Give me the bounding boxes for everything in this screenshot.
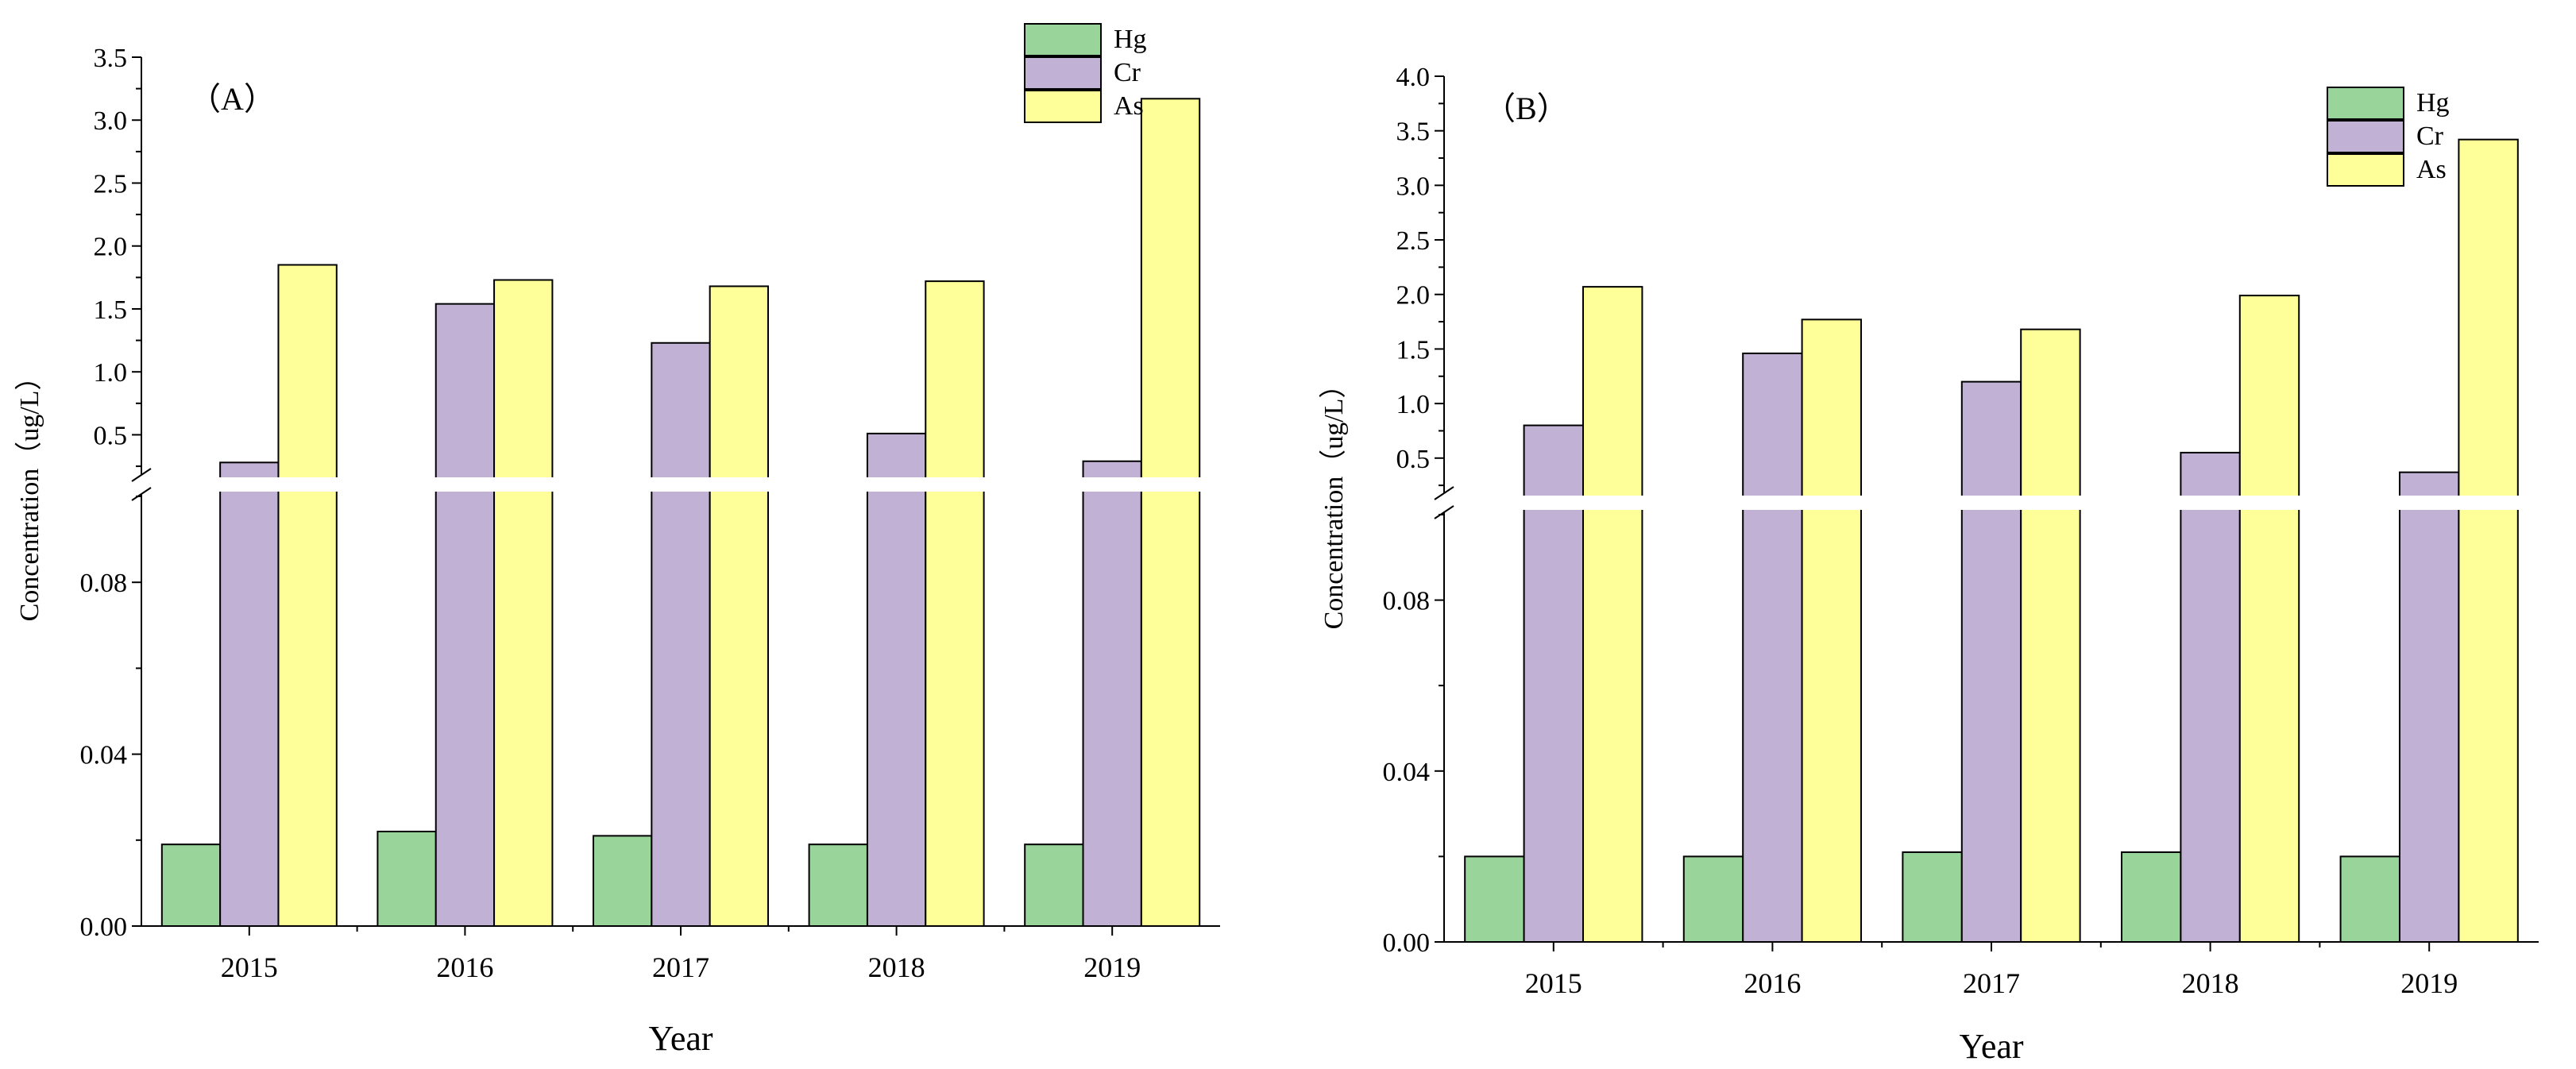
bar-cr-2016: [434, 303, 496, 927]
bar-as-2018: [925, 280, 985, 927]
bar-hg-2019: [1024, 843, 1084, 927]
y-tick-label: 0.04: [1383, 758, 1431, 787]
bar-cr-2018: [866, 432, 927, 927]
x-category-label-2015: 2015: [1525, 967, 1582, 999]
bar-cr-2017: [1960, 380, 2022, 943]
y-axis-break-mark: [1434, 505, 1454, 519]
legend-swatch-hg: [2327, 87, 2404, 120]
bar-cr-2019: [2398, 471, 2460, 943]
bar-cr-2016: [1742, 352, 1803, 944]
bar-hg-2017: [593, 835, 653, 928]
legend-label-hg: Hg: [1114, 25, 1147, 54]
bar-as-2016: [493, 279, 554, 927]
x-category-label-2018: 2018: [2182, 967, 2239, 999]
bar-hg-2016: [377, 830, 437, 927]
chart-panel-b: 0.5 1.0 1.5 2.0 2.5 3.0 3.5 4.0 0.00 0.04 0.08 2015…: [1319, 63, 2540, 1066]
y-tick-label: 3.5: [1396, 118, 1431, 147]
legend-label-cr: Cr: [1114, 58, 1141, 87]
legend-swatch-as: [2327, 153, 2404, 187]
x-category-label-2019: 2019: [1083, 951, 1141, 983]
bar-hg-2015: [160, 843, 222, 927]
bar-hg-2018: [808, 843, 868, 927]
axis-break-band: [1446, 496, 2540, 510]
y-tick-label: 2.0: [1396, 281, 1431, 311]
x-category-label-2016: 2016: [1744, 967, 1801, 999]
panel-label: （B）: [1484, 91, 1569, 126]
y-tick-label: 1.5: [94, 295, 128, 325]
bar-as-2015: [1582, 286, 1643, 944]
chart-panel-a: 0.5 1.0 1.5 2.0 2.5 3.0 3.5 0.00 0.04 0.08 2015 201…: [14, 23, 1222, 1058]
y-tick-label: 1.0: [1396, 390, 1431, 419]
legend-swatch-cr: [1024, 56, 1102, 90]
x-category-label-2015: 2015: [221, 951, 278, 983]
y-tick-label: 2.5: [94, 169, 128, 199]
y-tick-label: 0.08: [1383, 587, 1431, 616]
x-axis-title: Year: [648, 1019, 713, 1058]
y-tick-label: 3.5: [94, 44, 128, 73]
bar-hg-2018: [2120, 851, 2182, 944]
axis-break-band: [143, 477, 1222, 492]
bar-as-2015: [277, 264, 338, 927]
legend-swatch-cr: [2327, 120, 2404, 153]
y-tick-label: 4.0: [1396, 63, 1431, 92]
y-axis-break-mark: [131, 487, 152, 501]
y-tick-label: 2.5: [1396, 226, 1431, 256]
bar-hg-2017: [1902, 851, 1963, 944]
y-axis-title: Concentration（ug/L）: [1319, 372, 1349, 630]
x-category-label-2017: 2017: [652, 951, 709, 983]
bar-as-2019: [1140, 98, 1201, 927]
bar-as-2016: [1801, 318, 1863, 943]
bar-as-2018: [2238, 295, 2300, 943]
y-tick-label: 1.0: [94, 358, 128, 388]
x-category-label-2017: 2017: [1963, 967, 2020, 999]
x-category-label-2019: 2019: [2400, 967, 2458, 999]
y-tick-label: 0.00: [80, 913, 128, 942]
y-tick-label: 1.5: [1396, 335, 1431, 365]
bar-as-2017: [2020, 328, 2081, 943]
legend-label-hg: Hg: [2416, 88, 2450, 118]
panel-label: （A）: [189, 81, 276, 117]
bar-cr-2015: [219, 461, 280, 927]
bar-as-2017: [709, 285, 769, 927]
y-tick-label: 3.0: [94, 106, 128, 136]
bar-hg-2019: [2339, 855, 2400, 944]
x-category-label-2016: 2016: [436, 951, 493, 983]
y-tick-label: 0.08: [80, 569, 128, 598]
legend-swatch-hg: [1024, 23, 1102, 56]
bar-hg-2016: [1682, 855, 1744, 944]
bar-cr-2017: [651, 342, 711, 927]
bar-cr-2019: [1082, 460, 1142, 927]
y-tick-label: 3.0: [1396, 172, 1431, 201]
y-tick-label: 2.0: [94, 233, 128, 262]
y-tick-label: 0.04: [80, 741, 128, 770]
x-category-label-2018: 2018: [868, 951, 925, 983]
bar-cr-2018: [2180, 451, 2241, 943]
legend-label-cr: Cr: [2416, 122, 2444, 151]
x-axis-title: Year: [1959, 1027, 2023, 1066]
y-axis-title: Concentration（ug/L）: [14, 364, 44, 622]
y-tick-label: 0.5: [1396, 445, 1431, 474]
bar-as-2019: [2458, 138, 2519, 943]
bar-hg-2015: [1464, 855, 1525, 944]
y-axis-break-mark: [131, 468, 152, 482]
legend-swatch-as: [1024, 90, 1102, 123]
y-tick-label: 0.5: [94, 421, 128, 450]
legend-label-as: As: [2416, 155, 2447, 184]
y-tick-label: 0.00: [1383, 928, 1431, 958]
legend-label-as: As: [1114, 91, 1144, 121]
y-axis-break-mark: [1434, 486, 1454, 500]
